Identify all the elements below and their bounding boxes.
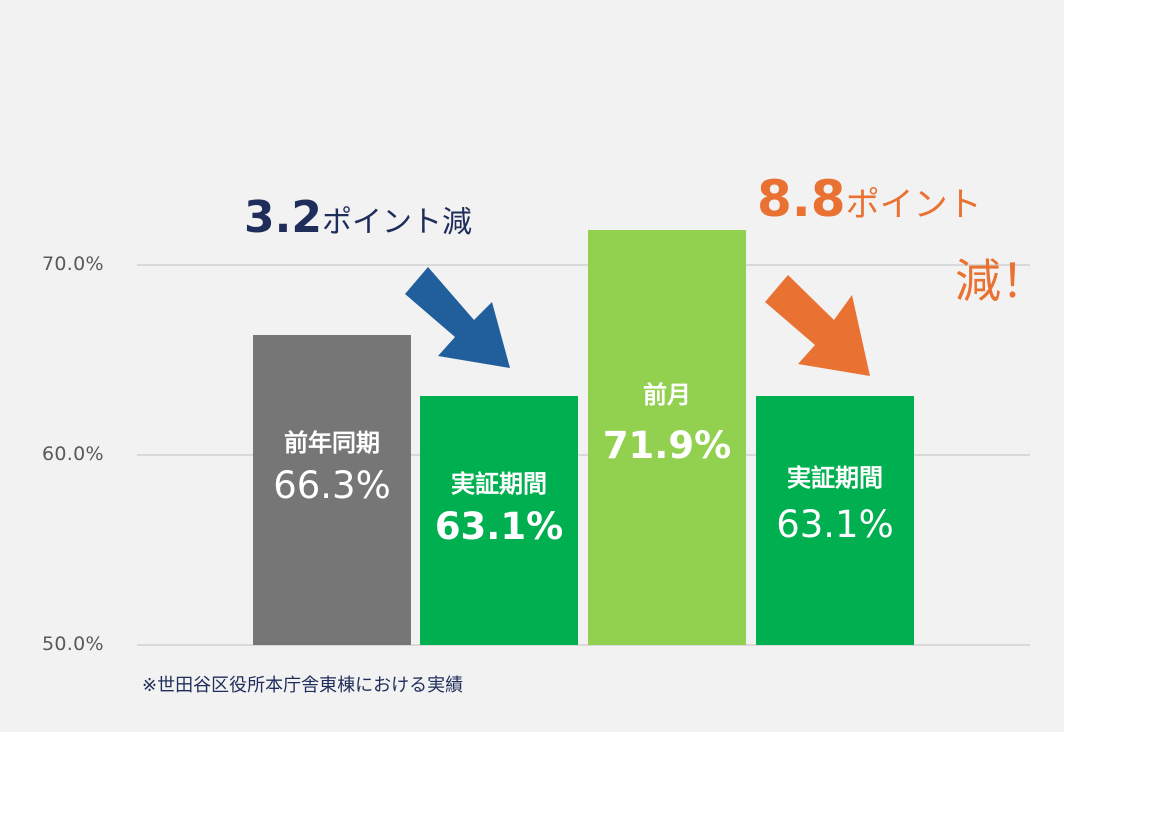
bar-prev-year: 前年同期 66.3% bbox=[253, 335, 411, 645]
callout-3-2-points: 3.2ポイント減 bbox=[244, 192, 472, 243]
bar-value: 71.9% bbox=[602, 424, 732, 467]
bar-trial-period-1: 実証期間 63.1% bbox=[420, 396, 578, 645]
down-right-arrow-icon bbox=[405, 267, 510, 368]
gridline-50 bbox=[137, 644, 1030, 646]
callout-unit: ポイント bbox=[845, 185, 982, 225]
y-tick-50: 50.0% bbox=[42, 633, 104, 655]
down-right-arrow-icon bbox=[765, 275, 870, 376]
callout-number: 3.2 bbox=[244, 192, 322, 243]
bar-value: 66.3% bbox=[273, 464, 391, 507]
bar-value: 63.1% bbox=[776, 503, 894, 546]
footnote: ※世田谷区役所本庁舎東棟における実績 bbox=[142, 675, 464, 696]
bar-label: 実証期間 bbox=[787, 464, 883, 492]
bar-label: 前月 bbox=[643, 381, 691, 409]
callout-number: 8.8 bbox=[757, 170, 846, 228]
bar-label: 前年同期 bbox=[284, 429, 380, 457]
bar-prev-month: 前月 71.9% bbox=[588, 230, 746, 645]
bar-trial-period-2: 実証期間 63.1% bbox=[756, 396, 914, 645]
gridline-70 bbox=[137, 264, 1030, 266]
callout-decrease-exclaim: 減！ bbox=[955, 254, 1047, 308]
y-tick-70: 70.0% bbox=[42, 253, 104, 275]
bar-value: 63.1% bbox=[434, 505, 564, 548]
callout-unit: ポイント減 bbox=[321, 205, 472, 240]
y-tick-60: 60.0% bbox=[42, 443, 104, 465]
callout-8-8-points: 8.8ポイント bbox=[757, 170, 982, 228]
gridline-60 bbox=[137, 454, 1030, 456]
bar-label: 実証期間 bbox=[451, 470, 547, 498]
